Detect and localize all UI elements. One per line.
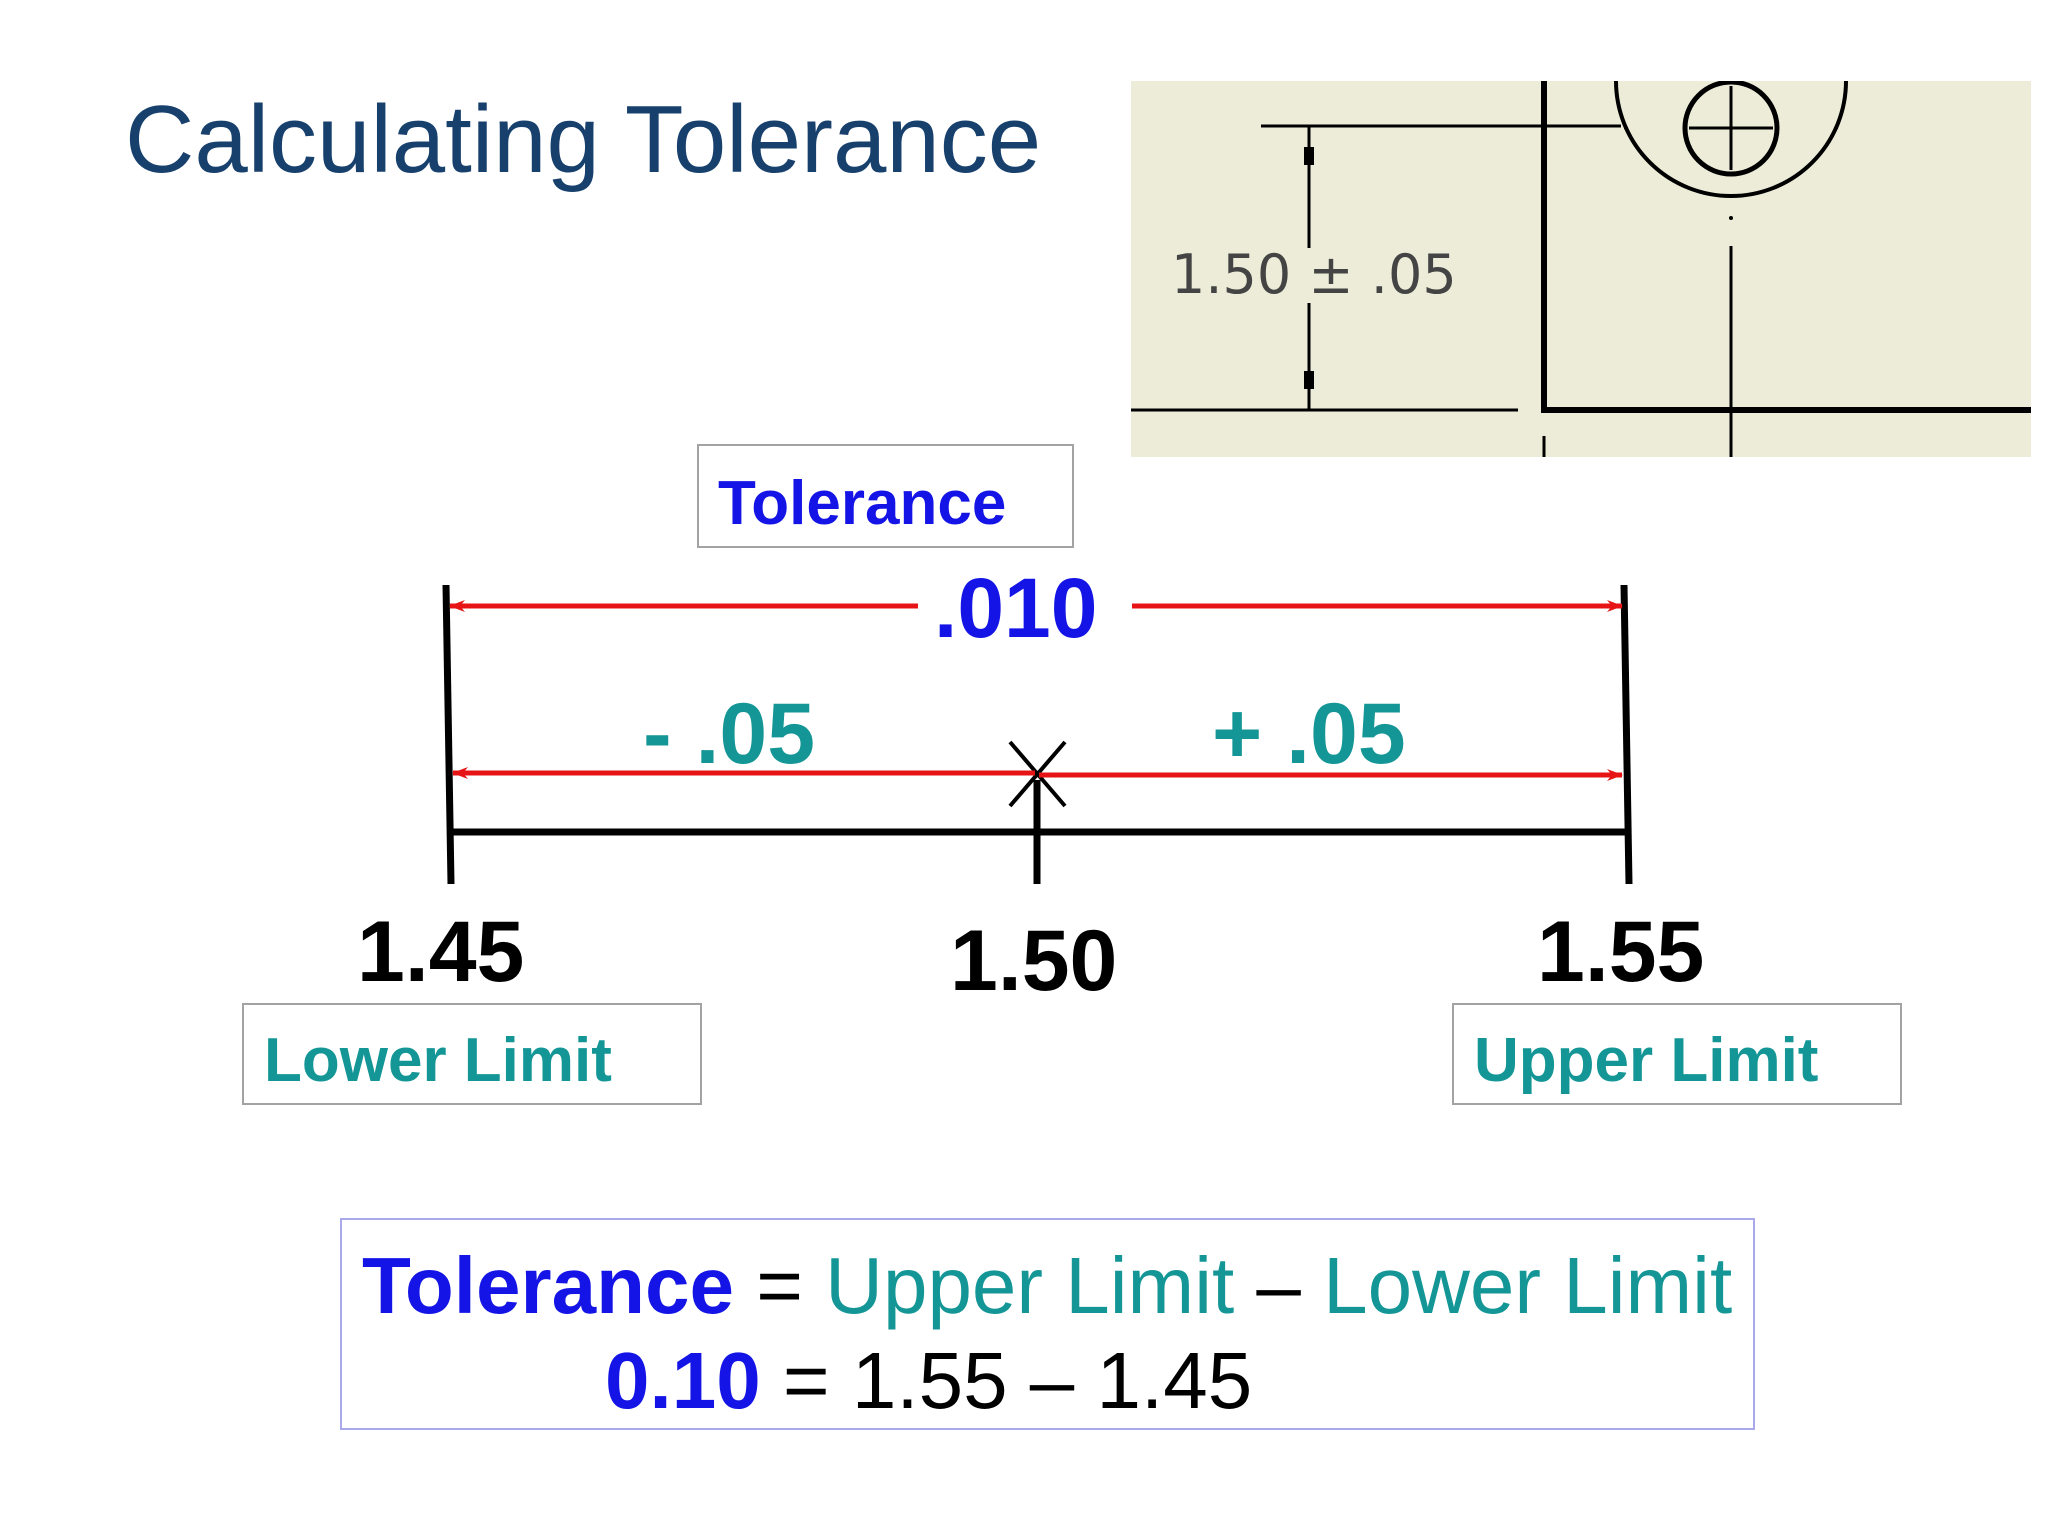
minus-deviation-label: - .05 bbox=[643, 686, 816, 782]
dimension-text: 1.50 ± .05 bbox=[1171, 243, 1457, 306]
upper-limit-value: 1.55 bbox=[1537, 904, 1705, 1000]
formula-lower: Lower Limit bbox=[1323, 1241, 1733, 1330]
formula-equals: = bbox=[734, 1241, 826, 1330]
formula-term: Tolerance bbox=[362, 1241, 734, 1330]
upper-limit-box bbox=[1452, 1003, 1902, 1105]
formula-upper: Upper Limit bbox=[825, 1241, 1235, 1330]
hole-outer-arc bbox=[1614, 81, 1848, 198]
total-tolerance-value: .010 bbox=[934, 561, 1098, 655]
plus-deviation-label: + .05 bbox=[1212, 686, 1406, 782]
formula-line-1: Tolerance = Upper Limit – Lower Limit bbox=[362, 1240, 1732, 1332]
formula-computation: 1.55 – 1.45 bbox=[851, 1336, 1253, 1425]
formula-line-2: 0.10 = 1.55 – 1.45 bbox=[605, 1335, 1252, 1427]
formula-minus: – bbox=[1234, 1241, 1324, 1330]
upper-limit-label: Upper Limit bbox=[1474, 1026, 1819, 1095]
lower-limit-box bbox=[242, 1003, 702, 1105]
tolerance-label: Tolerance bbox=[718, 469, 1007, 538]
drawing-background bbox=[1131, 81, 2031, 457]
nominal-x-marker-b bbox=[1008, 740, 1067, 808]
hole-inner-circle bbox=[1682, 81, 1780, 177]
dimension-arrow-bottom bbox=[1304, 371, 1314, 389]
upper-limit-line bbox=[1620, 584, 1633, 885]
lower-limit-value: 1.45 bbox=[357, 904, 525, 1000]
engineering-drawing: 1.50 ± .05 bbox=[1131, 81, 2031, 457]
nominal-value: 1.50 bbox=[950, 913, 1118, 1009]
lower-limit-line bbox=[442, 584, 455, 885]
part-outline bbox=[1541, 81, 2031, 413]
tolerance-label-box bbox=[697, 444, 1074, 548]
lower-limit-label: Lower Limit bbox=[264, 1026, 612, 1095]
slide-title: Calculating Tolerance bbox=[125, 86, 1042, 193]
formula-box bbox=[340, 1218, 1755, 1430]
dimension-arrow-top bbox=[1304, 147, 1314, 165]
formula-result: 0.10 bbox=[605, 1336, 761, 1425]
formula-equals-2: = bbox=[760, 1336, 852, 1425]
